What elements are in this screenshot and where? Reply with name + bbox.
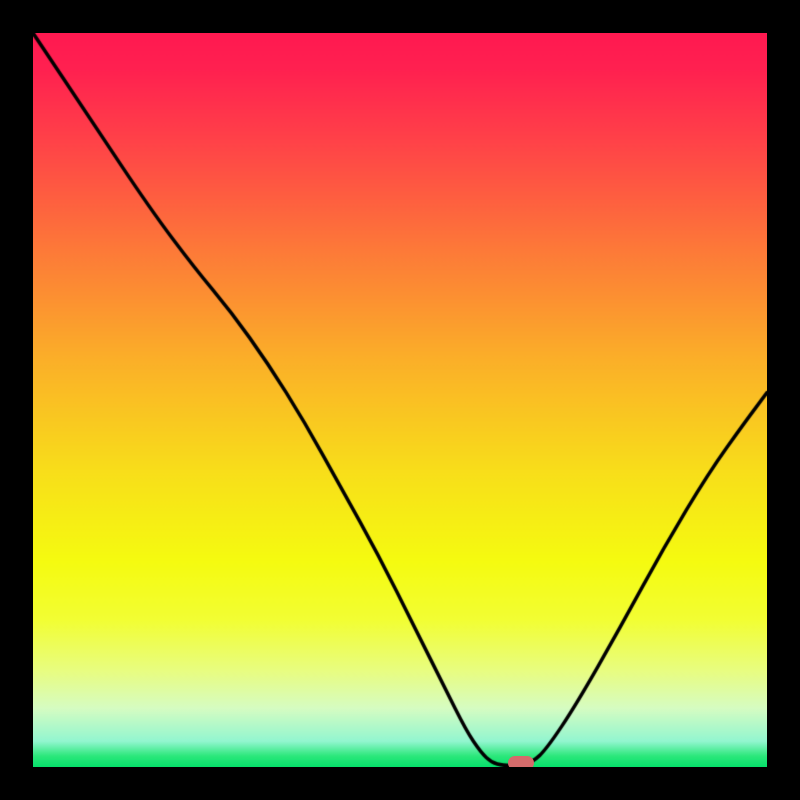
- frame-top: [0, 0, 800, 33]
- frame-bottom: [0, 767, 800, 800]
- bottleneck-chart: [33, 33, 767, 767]
- frame-left: [0, 0, 33, 800]
- frame-right: [767, 0, 800, 800]
